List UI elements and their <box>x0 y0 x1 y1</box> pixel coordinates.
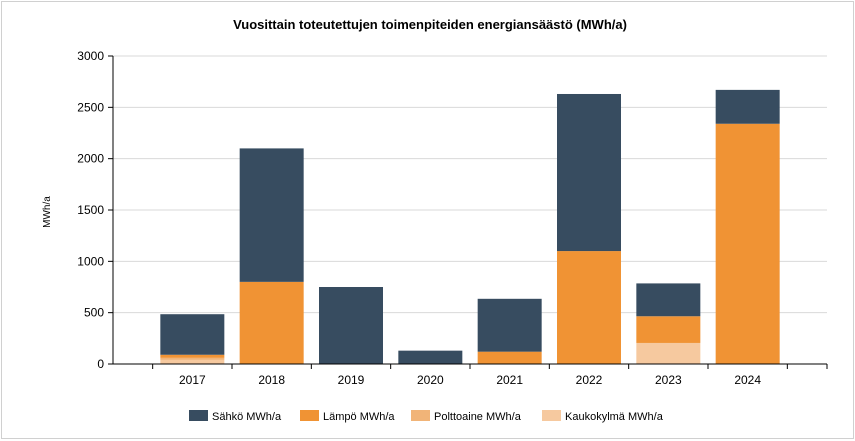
x-tick-label: 2019 <box>338 373 365 387</box>
legend-swatch <box>189 410 208 421</box>
y-tick-label: 500 <box>84 306 104 320</box>
legend-label: Kaukokylmä MWh/a <box>565 411 664 423</box>
legend: Sähkö MWh/a Lämpö MWh/a Polttoaine MWh/a Ka… <box>189 410 664 423</box>
x-tick-label: 2021 <box>496 373 523 387</box>
bar-2022-sähkö <box>557 93 621 252</box>
x-tick-label: 2023 <box>655 373 682 387</box>
bar-2023-sähkö <box>636 283 701 317</box>
y-tick-label: 0 <box>97 357 104 371</box>
y-tick-label: 2000 <box>77 152 104 166</box>
bar-2023-lämpö <box>636 316 701 343</box>
bar-2019-sähkö <box>319 287 383 364</box>
bar-2024-lämpö <box>715 123 780 364</box>
legend-swatch <box>542 410 561 421</box>
legend-label: Lämpö MWh/a <box>323 411 395 423</box>
bar-2022-lämpö <box>557 251 621 364</box>
x-tick-label: 2018 <box>258 373 285 387</box>
bar-2023-kaukokylmä <box>636 342 701 364</box>
x-tick-label: 2024 <box>734 373 761 387</box>
legend-label: Sähkö MWh/a <box>212 411 282 423</box>
x-tick-label: 2020 <box>417 373 444 387</box>
bar-2021-sähkö <box>477 298 542 352</box>
bar-2024-sähkö <box>715 89 780 124</box>
axes-group: 0 500 1000 1500 2000 2500 3000 2017 2018 2019 2020… <box>77 49 828 387</box>
bar-2017-sähkö <box>160 314 225 355</box>
bar-2018-sähkö <box>239 148 304 282</box>
x-tick-label: 2017 <box>179 373 206 387</box>
bar-2017-lämpö <box>160 354 225 358</box>
bars-group <box>160 89 780 364</box>
bar-2018-lämpö <box>239 281 304 364</box>
y-axis-label: MWh/a <box>42 196 53 228</box>
bar-2020-sähkö <box>398 350 463 364</box>
bar-2017-polttoaine <box>160 357 225 360</box>
legend-swatch <box>411 410 430 421</box>
y-tick-label: 1500 <box>77 203 104 217</box>
x-tick-label: 2022 <box>576 373 603 387</box>
y-tick-label: 1000 <box>77 254 104 268</box>
gridlines <box>113 55 827 314</box>
bar-2021-lämpö <box>477 351 542 364</box>
bar-2017-kaukokylmä <box>160 359 225 364</box>
legend-swatch <box>300 410 319 421</box>
legend-label: Polttoaine MWh/a <box>434 411 522 423</box>
y-tick-label: 3000 <box>77 49 104 63</box>
chart-title: Vuosittain toteutettujen toimenpiteiden … <box>233 17 627 32</box>
y-tick-label: 2500 <box>77 100 104 114</box>
